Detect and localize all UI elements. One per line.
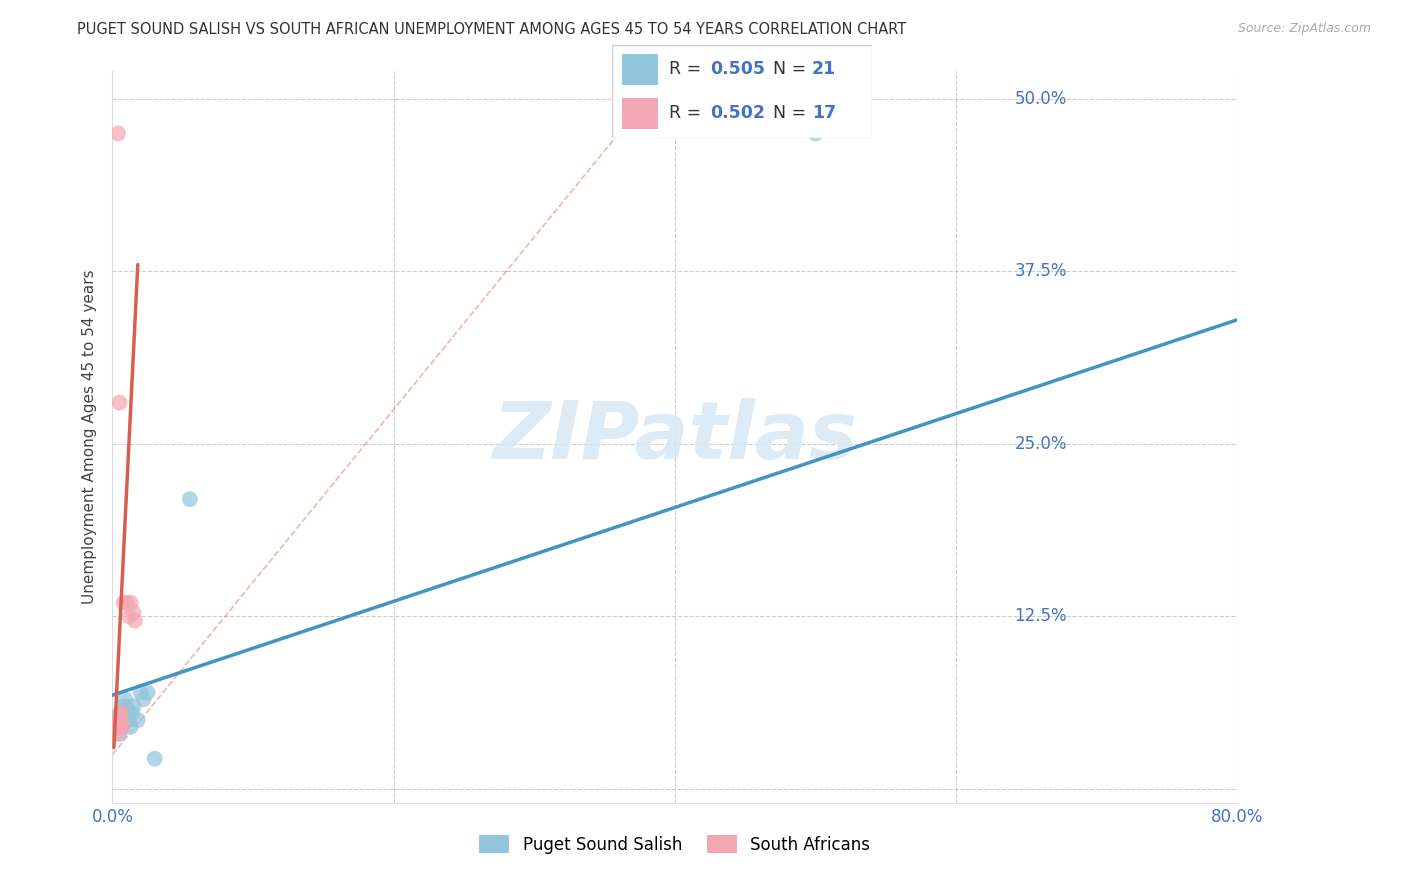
Text: 21: 21 bbox=[811, 61, 837, 78]
Point bbox=[129, 685, 152, 699]
Text: N =: N = bbox=[773, 61, 811, 78]
Text: Source: ZipAtlas.com: Source: ZipAtlas.com bbox=[1237, 22, 1371, 36]
Text: 25.0%: 25.0% bbox=[1015, 435, 1067, 453]
Point bbox=[110, 706, 132, 720]
Text: 37.5%: 37.5% bbox=[1015, 262, 1067, 280]
Point bbox=[108, 706, 131, 720]
Point bbox=[107, 720, 129, 734]
Point bbox=[117, 706, 139, 720]
Text: 0.502: 0.502 bbox=[710, 104, 765, 122]
Legend: Puget Sound Salish, South Africans: Puget Sound Salish, South Africans bbox=[472, 829, 877, 860]
Point bbox=[115, 699, 138, 714]
Text: 12.5%: 12.5% bbox=[1015, 607, 1067, 625]
Point bbox=[118, 609, 141, 624]
Text: R =: R = bbox=[669, 104, 707, 122]
Point bbox=[120, 596, 142, 610]
Point bbox=[121, 706, 143, 720]
FancyBboxPatch shape bbox=[612, 45, 872, 138]
Text: 17: 17 bbox=[811, 104, 837, 122]
Text: 0.505: 0.505 bbox=[710, 61, 765, 78]
Text: 50.0%: 50.0% bbox=[1015, 90, 1067, 108]
Point bbox=[115, 596, 138, 610]
Point bbox=[112, 596, 135, 610]
Point bbox=[143, 751, 166, 765]
Point bbox=[115, 713, 138, 727]
Point bbox=[105, 713, 128, 727]
Text: PUGET SOUND SALISH VS SOUTH AFRICAN UNEMPLOYMENT AMONG AGES 45 TO 54 YEARS CORRE: PUGET SOUND SALISH VS SOUTH AFRICAN UNEM… bbox=[77, 22, 907, 37]
Point bbox=[115, 706, 138, 720]
Point bbox=[108, 720, 131, 734]
FancyBboxPatch shape bbox=[621, 98, 658, 129]
FancyBboxPatch shape bbox=[621, 54, 658, 85]
Text: N =: N = bbox=[773, 104, 811, 122]
Point bbox=[118, 713, 141, 727]
Point bbox=[112, 706, 135, 720]
Point bbox=[108, 713, 131, 727]
Point bbox=[122, 605, 145, 619]
Point bbox=[111, 720, 134, 734]
Point bbox=[107, 727, 129, 741]
Point bbox=[110, 713, 132, 727]
Point bbox=[107, 127, 129, 141]
Point bbox=[136, 685, 159, 699]
Point bbox=[111, 720, 134, 734]
Point bbox=[110, 713, 132, 727]
Text: ZIPatlas: ZIPatlas bbox=[492, 398, 858, 476]
Point bbox=[120, 720, 142, 734]
Point bbox=[179, 492, 201, 507]
Y-axis label: Unemployment Among Ages 45 to 54 years: Unemployment Among Ages 45 to 54 years bbox=[82, 269, 97, 605]
Point bbox=[132, 692, 155, 706]
Point bbox=[804, 127, 827, 141]
Text: R =: R = bbox=[669, 61, 707, 78]
Point bbox=[114, 692, 136, 706]
Point bbox=[112, 699, 135, 714]
Point bbox=[108, 727, 131, 741]
Point bbox=[108, 395, 131, 409]
Point bbox=[122, 699, 145, 714]
Point bbox=[127, 713, 149, 727]
Point bbox=[124, 614, 146, 628]
